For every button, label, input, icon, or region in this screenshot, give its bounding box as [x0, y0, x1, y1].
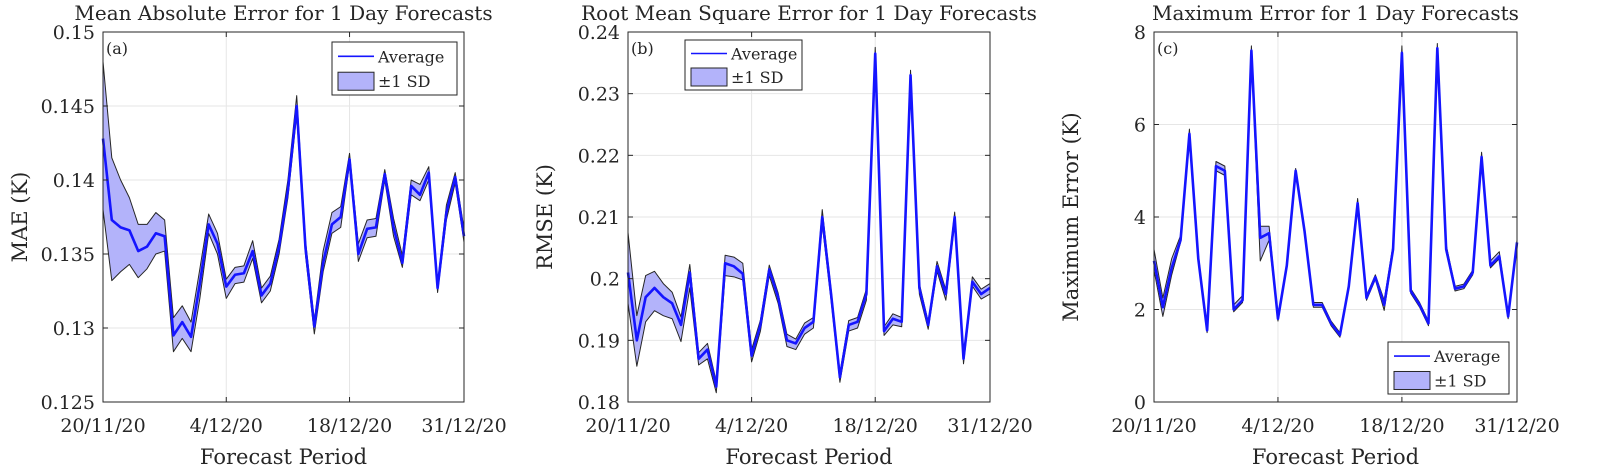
- y-tick-label: 0.2: [590, 269, 620, 291]
- legend: Average ±1 SD: [331, 41, 458, 96]
- x-axis-label: Forecast Period: [200, 445, 367, 469]
- average-line: [1152, 46, 1519, 337]
- y-tick-label: 0.135: [41, 244, 95, 266]
- legend-sd-swatch: [1393, 370, 1431, 390]
- x-tick-label: 20/11/20: [585, 415, 670, 437]
- y-axis-label: MAE (K): [8, 172, 32, 263]
- legend-sd-swatch: [690, 67, 728, 87]
- y-tick-label: 8: [1134, 22, 1146, 44]
- panel-label: (a): [106, 39, 128, 58]
- x-tick-label: 18/12/20: [1359, 415, 1444, 437]
- x-tick-label: 18/12/20: [833, 415, 918, 437]
- x-tick-label: 31/12/20: [947, 415, 1032, 437]
- y-tick-label: 0.145: [41, 96, 95, 118]
- legend-sd-label: ±1 SD: [731, 68, 783, 87]
- x-tick-label: 4/12/20: [715, 415, 788, 437]
- y-tick-label: 0.23: [578, 84, 620, 106]
- chart-title: Root Mean Square Error for 1 Day Forecas…: [581, 1, 1037, 25]
- x-axis-label: Forecast Period: [725, 445, 892, 469]
- legend: Average ±1 SD: [684, 39, 803, 91]
- x-tick-label: 31/12/20: [1474, 415, 1559, 437]
- y-tick-label: 0.13: [53, 318, 95, 340]
- x-tick-label: 4/12/20: [1241, 415, 1314, 437]
- y-tick-label: 2: [1134, 300, 1146, 322]
- panel-label: (c): [1157, 39, 1178, 58]
- average-line: [626, 52, 991, 388]
- x-tick-label: 20/11/20: [1111, 415, 1196, 437]
- chart-panel-b: 0.18 0.19 0.2 0.21 0.22 0.23 0.24 20/11/20 4/12/…: [533, 1, 1037, 469]
- y-tick-label: 0.125: [41, 392, 95, 414]
- chart-panel-c: 0 2 4 6 8 20/11/20 4/12/20 18/12/20 31/12/20 Maxi…: [1059, 1, 1560, 469]
- y-tick-label: 0: [1134, 392, 1146, 414]
- y-axis-label: RMSE (K): [533, 164, 557, 270]
- y-tick-label: 0.24: [578, 22, 620, 44]
- x-tick-label: 18/12/20: [307, 415, 392, 437]
- y-axis-label: Maximum Error (K): [1059, 112, 1083, 321]
- legend-sd-label: ±1 SD: [378, 72, 430, 91]
- y-tick-label: 4: [1134, 207, 1146, 229]
- y-tick-label: 0.21: [578, 207, 620, 229]
- x-tick-label: 20/11/20: [60, 415, 145, 437]
- average-line: [101, 104, 466, 339]
- x-axis-label: Forecast Period: [1252, 445, 1419, 469]
- legend: Average ±1 SD: [1387, 341, 1510, 395]
- y-tick-label: 0.15: [53, 22, 95, 44]
- y-tick-label: 0.19: [578, 330, 620, 352]
- x-tick-label: 4/12/20: [190, 415, 263, 437]
- legend-sd-swatch: [337, 71, 375, 91]
- y-tick-label: 0.14: [53, 170, 95, 192]
- legend-average-label: Average: [1433, 347, 1500, 366]
- legend-sd-label: ±1 SD: [1434, 371, 1486, 390]
- axes-box: [102, 31, 465, 403]
- chart-panel-a: 0.125 0.13 0.135 0.14 0.145 0.15 20/11/20 4/12/…: [8, 1, 507, 469]
- y-tick-label: 0.18: [578, 392, 620, 414]
- y-tick-label: 0.22: [578, 145, 620, 167]
- legend-average-label: Average: [377, 47, 444, 66]
- legend-box: [331, 41, 458, 96]
- chart-title: Maximum Error for 1 Day Forecasts: [1152, 1, 1519, 25]
- chart-title: Mean Absolute Error for 1 Day Forecasts: [74, 1, 492, 25]
- x-tick-label: 31/12/20: [421, 415, 506, 437]
- panel-label: (b): [631, 39, 654, 58]
- legend-average-label: Average: [730, 45, 797, 64]
- y-tick-label: 6: [1134, 115, 1146, 137]
